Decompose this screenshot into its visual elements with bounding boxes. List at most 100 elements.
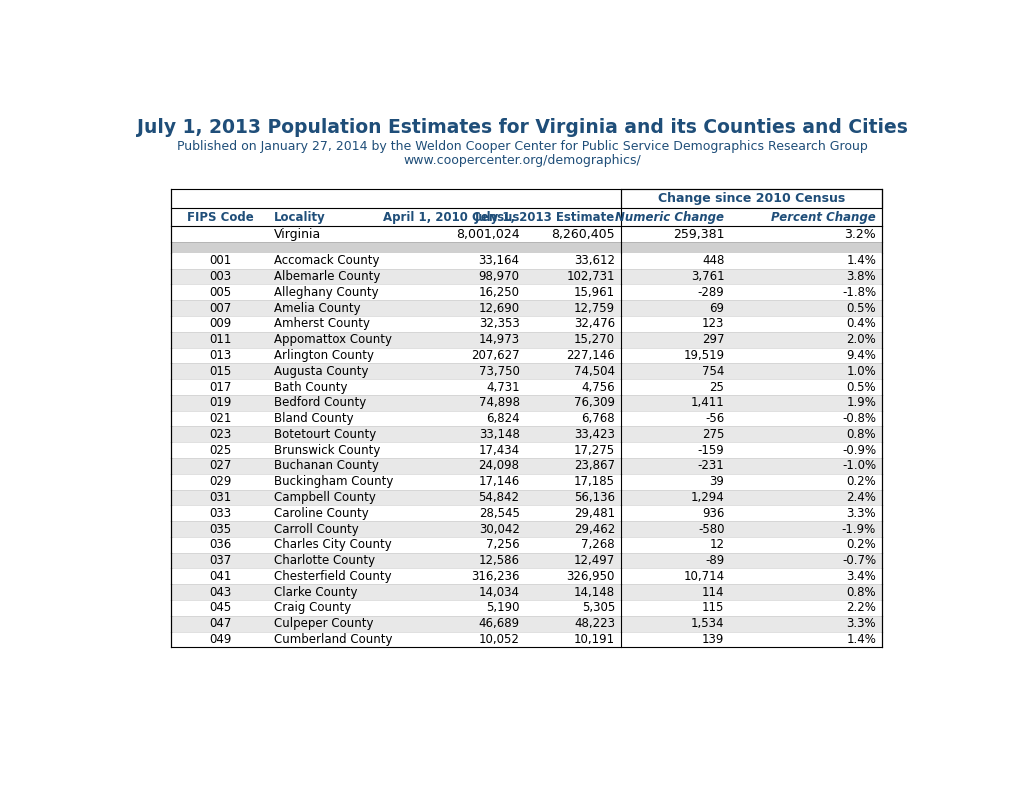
Text: 102,731: 102,731: [566, 270, 614, 283]
Bar: [171, 426, 881, 442]
Text: 29,481: 29,481: [574, 507, 614, 520]
Text: 2.2%: 2.2%: [846, 601, 875, 615]
Text: 19,519: 19,519: [683, 349, 723, 362]
Text: 754: 754: [701, 365, 723, 377]
Bar: [171, 348, 881, 363]
Text: 041: 041: [209, 570, 231, 583]
Text: 114: 114: [701, 585, 723, 599]
Text: 17,275: 17,275: [574, 444, 614, 456]
Text: Numeric Change: Numeric Change: [614, 210, 723, 224]
Text: 7,256: 7,256: [485, 538, 519, 552]
Text: -56: -56: [704, 412, 723, 425]
Text: 8,001,024: 8,001,024: [455, 228, 519, 240]
Bar: [171, 208, 881, 226]
Bar: [171, 474, 881, 489]
Text: 12: 12: [709, 538, 723, 552]
Text: 023: 023: [210, 428, 231, 440]
Text: 047: 047: [209, 617, 231, 630]
Text: -289: -289: [697, 286, 723, 299]
Text: -1.9%: -1.9%: [841, 522, 875, 536]
Text: -89: -89: [704, 554, 723, 567]
Text: 0.2%: 0.2%: [846, 475, 875, 489]
Text: 3.8%: 3.8%: [846, 270, 875, 283]
Bar: [171, 631, 881, 647]
Text: 036: 036: [210, 538, 231, 552]
Text: 74,504: 74,504: [574, 365, 614, 377]
Bar: [171, 411, 881, 426]
Text: 33,164: 33,164: [478, 255, 519, 267]
Text: 031: 031: [210, 491, 231, 504]
Text: 1,534: 1,534: [690, 617, 723, 630]
Bar: [171, 458, 881, 474]
Text: 035: 035: [210, 522, 231, 536]
Bar: [171, 505, 881, 521]
Text: 12,690: 12,690: [478, 302, 519, 314]
Text: 98,970: 98,970: [478, 270, 519, 283]
Text: 9.4%: 9.4%: [846, 349, 875, 362]
Text: 48,223: 48,223: [574, 617, 614, 630]
Bar: [171, 379, 881, 395]
Text: Chesterfield County: Chesterfield County: [274, 570, 391, 583]
Text: FIPS Code: FIPS Code: [187, 210, 254, 224]
Text: Campbell County: Campbell County: [274, 491, 376, 504]
Text: 69: 69: [709, 302, 723, 314]
Text: 54,842: 54,842: [478, 491, 519, 504]
Text: -1.0%: -1.0%: [841, 459, 875, 472]
Text: -1.8%: -1.8%: [841, 286, 875, 299]
Text: 56,136: 56,136: [574, 491, 614, 504]
Text: -0.9%: -0.9%: [841, 444, 875, 456]
Text: 123: 123: [701, 318, 723, 330]
Text: 1.9%: 1.9%: [846, 396, 875, 409]
Text: -0.7%: -0.7%: [841, 554, 875, 567]
Text: 10,052: 10,052: [478, 633, 519, 646]
Text: 33,612: 33,612: [574, 255, 614, 267]
Text: April 1, 2010 Census: April 1, 2010 Census: [383, 210, 519, 224]
Bar: [171, 584, 881, 600]
Text: Charlotte County: Charlotte County: [274, 554, 375, 567]
Bar: [171, 332, 881, 348]
Text: 297: 297: [701, 333, 723, 346]
Bar: [171, 521, 881, 537]
Text: 46,689: 46,689: [478, 617, 519, 630]
Bar: [171, 242, 881, 253]
Text: 009: 009: [210, 318, 231, 330]
Text: 1,294: 1,294: [690, 491, 723, 504]
Text: 15,270: 15,270: [574, 333, 614, 346]
Text: 027: 027: [209, 459, 231, 472]
Text: 2.0%: 2.0%: [846, 333, 875, 346]
Text: Botetourt County: Botetourt County: [274, 428, 376, 440]
Text: 033: 033: [210, 507, 231, 520]
Text: Bland County: Bland County: [274, 412, 354, 425]
Bar: [171, 489, 881, 505]
Text: Charles City County: Charles City County: [274, 538, 391, 552]
Text: 10,191: 10,191: [574, 633, 614, 646]
Text: Carroll County: Carroll County: [274, 522, 359, 536]
Text: 0.5%: 0.5%: [846, 381, 875, 393]
Text: 936: 936: [701, 507, 723, 520]
Text: Locality: Locality: [274, 210, 325, 224]
Text: 30,042: 30,042: [478, 522, 519, 536]
Text: 0.5%: 0.5%: [846, 302, 875, 314]
Text: -159: -159: [697, 444, 723, 456]
Bar: [171, 300, 881, 316]
Text: 3.3%: 3.3%: [846, 507, 875, 520]
Text: Clarke County: Clarke County: [274, 585, 358, 599]
Bar: [171, 537, 881, 552]
Bar: [171, 316, 881, 332]
Text: 12,497: 12,497: [574, 554, 614, 567]
Text: 1,411: 1,411: [690, 396, 723, 409]
Text: 017: 017: [209, 381, 231, 393]
Text: 025: 025: [210, 444, 231, 456]
Text: 029: 029: [209, 475, 231, 489]
Text: 3.3%: 3.3%: [846, 617, 875, 630]
Text: Brunswick County: Brunswick County: [274, 444, 380, 456]
Text: Buckingham County: Buckingham County: [274, 475, 393, 489]
Text: 003: 003: [210, 270, 231, 283]
Text: 013: 013: [210, 349, 231, 362]
Text: 33,148: 33,148: [478, 428, 519, 440]
Bar: [171, 615, 881, 631]
Text: 1.4%: 1.4%: [846, 633, 875, 646]
Bar: [171, 253, 881, 269]
Text: Augusta County: Augusta County: [274, 365, 368, 377]
Bar: [171, 395, 881, 411]
